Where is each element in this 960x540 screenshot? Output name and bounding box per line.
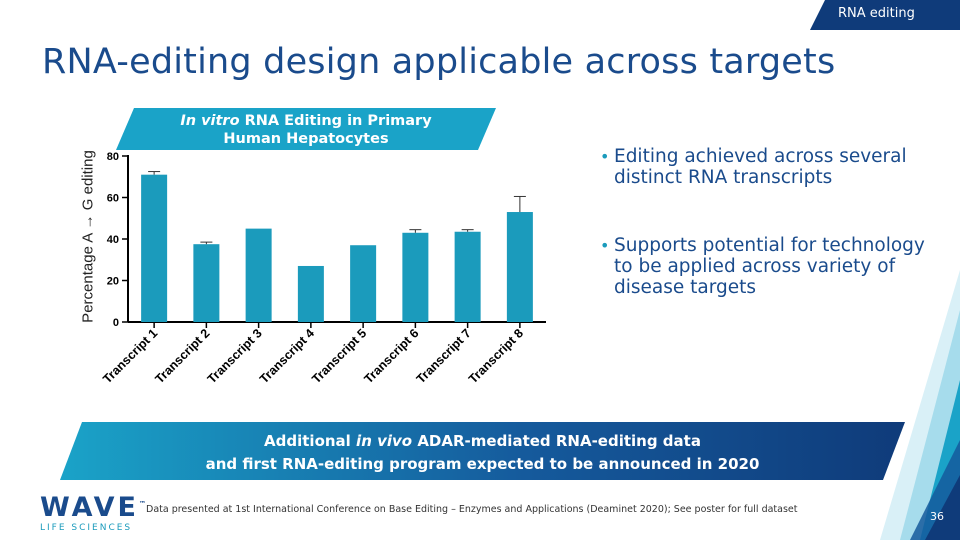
company-logo: WAVE™ LIFE SCIENCES	[40, 490, 146, 534]
x-tick-label: Transcript 8	[466, 326, 526, 386]
panel-header-italic: In vitro	[180, 113, 240, 129]
bullet-list: • Editing achieved across several distin…	[588, 146, 928, 298]
x-tick-label: Transcript 1	[100, 326, 160, 386]
bullet-text: Supports potential for technology to be …	[614, 235, 925, 298]
y-tick-label: 80	[107, 151, 119, 163]
y-tick-label: 0	[113, 317, 119, 329]
logo-trademark: ™	[138, 500, 146, 508]
y-tick-label: 60	[107, 193, 119, 205]
panel-header-rest: RNA Editing in Primary	[239, 113, 432, 129]
x-tick-label: Transcript 7	[414, 326, 474, 386]
x-tick-label: Transcript 3	[205, 326, 265, 386]
y-axis-label: Percentage A → G editing	[79, 150, 97, 323]
bullet-item: • Editing achieved across several distin…	[588, 146, 928, 188]
logo-wordmark: WAVE™	[40, 490, 146, 522]
bullet-dot-icon: •	[600, 147, 610, 166]
bottom-banner-shape	[60, 422, 905, 480]
page-title: RNA-editing design applicable across tar…	[42, 42, 836, 82]
x-tick-label: Transcript 2	[152, 326, 212, 386]
bottom-banner: Additional in vivo ADAR-mediated RNA-edi…	[60, 422, 905, 480]
page-number: 36	[930, 510, 944, 523]
banner-line2: and first RNA-editing program expected t…	[205, 455, 760, 473]
section-tag-shape	[810, 0, 960, 30]
banner-line1-pre: Additional	[264, 432, 357, 450]
chart-panel-header-shape	[116, 108, 496, 150]
footnote: Data presented at 1st International Conf…	[146, 504, 798, 515]
bar	[245, 228, 272, 322]
logo-word: WAVE	[40, 492, 139, 523]
x-tick-label: Transcript 5	[309, 326, 369, 386]
chart-panel-header: In vitro RNA Editing in Primary Human He…	[116, 108, 496, 150]
bottom-banner-text: Additional in vivo ADAR-mediated RNA-edi…	[60, 430, 905, 476]
bar	[141, 174, 168, 322]
bar	[193, 244, 220, 322]
section-tag-label: RNA editing	[838, 6, 915, 21]
x-tick-label: Transcript 4	[257, 326, 317, 386]
y-tick-label: 20	[107, 276, 119, 288]
bar	[350, 245, 377, 322]
bar	[506, 212, 533, 322]
bar	[454, 231, 481, 322]
bullet-item: • Supports potential for technology to b…	[588, 235, 928, 298]
x-tick-label: Transcript 6	[361, 326, 421, 386]
logo-subtitle: LIFE SCIENCES	[40, 523, 133, 533]
section-tag: RNA editing	[810, 0, 960, 30]
corner-decoration	[880, 270, 960, 540]
bar-chart: 0 20 40 60 80 Transcript 1 Transcript 2 Transcr…	[60, 145, 560, 415]
chart-panel-header-text: In vitro RNA Editing in Primary Human He…	[116, 112, 496, 148]
banner-line1-post: ADAR-mediated RNA-editing data	[412, 432, 701, 450]
bar	[402, 232, 429, 322]
bullet-dot-icon: •	[600, 236, 610, 255]
banner-line1-italic: in vivo	[356, 432, 413, 450]
bullet-text: Editing achieved across several distinct…	[614, 146, 907, 188]
y-tick-label: 40	[107, 234, 119, 246]
panel-header-line2: Human Hepatocytes	[223, 131, 389, 147]
bar	[297, 265, 324, 322]
